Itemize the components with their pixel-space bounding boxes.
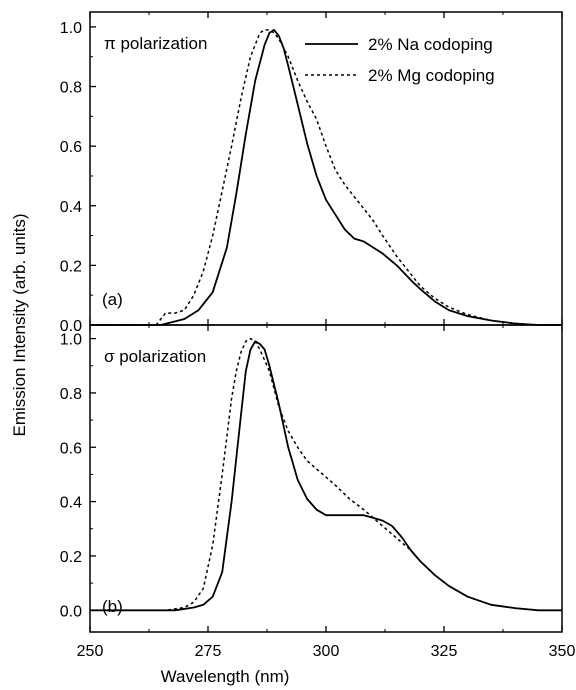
panel-a-label: (a) [102, 290, 123, 309]
panel-b-y-tick-label: 0.4 [60, 495, 82, 512]
panel-a-title: π polarization [104, 34, 207, 53]
panel-b-label: (b) [102, 597, 123, 616]
x-axis-title: Wavelength (nm) [161, 667, 290, 686]
legend-na-label: 2% Na codoping [368, 35, 493, 54]
panel-a-frame [89, 11, 563, 326]
panel-b-y-tick-label: 0.2 [60, 549, 82, 566]
panel-a-series-mg-line [90, 29, 562, 326]
x-tick-label: 325 [431, 643, 458, 660]
x-tick-label: 275 [195, 643, 222, 660]
panel-b-series-mg-line [90, 337, 562, 612]
panel-b-y-tick-label: 0.0 [60, 603, 82, 620]
y-axis-title: Emission Intensity (arb. units) [10, 214, 29, 437]
panel-b-title: σ polarization [104, 347, 206, 366]
panel-b-frame [89, 324, 563, 633]
legend-mg-label: 2% Mg codoping [368, 66, 495, 85]
x-tick-label: 350 [549, 643, 576, 660]
panel-b-y-tick-label: 0.6 [60, 440, 82, 457]
panel-a-series-na-line [90, 29, 562, 326]
panel-a-y-tick-label: 0.8 [60, 80, 82, 97]
panel-b-y-tick-label: 0.8 [60, 386, 82, 403]
panel-b-y-tick-label: 1.0 [60, 332, 82, 349]
panel-a-y-tick-label: 1.0 [60, 20, 82, 37]
panel-a-y-tick-label: 0.6 [60, 139, 82, 156]
panel-a-y-tick-label: 0.2 [60, 258, 82, 275]
x-tick-label: 250 [77, 643, 104, 660]
plot-area: 0.0 0.2 0.4 0.6 0.8 1.0 π polarization (a) 0.0 0.… [60, 11, 576, 660]
panel-a-y-tick-label: 0.0 [60, 318, 82, 335]
panel-a-y-tick-label: 0.4 [60, 199, 82, 216]
panel-b-series-na-line [90, 340, 562, 612]
x-tick-label: 300 [313, 643, 340, 660]
